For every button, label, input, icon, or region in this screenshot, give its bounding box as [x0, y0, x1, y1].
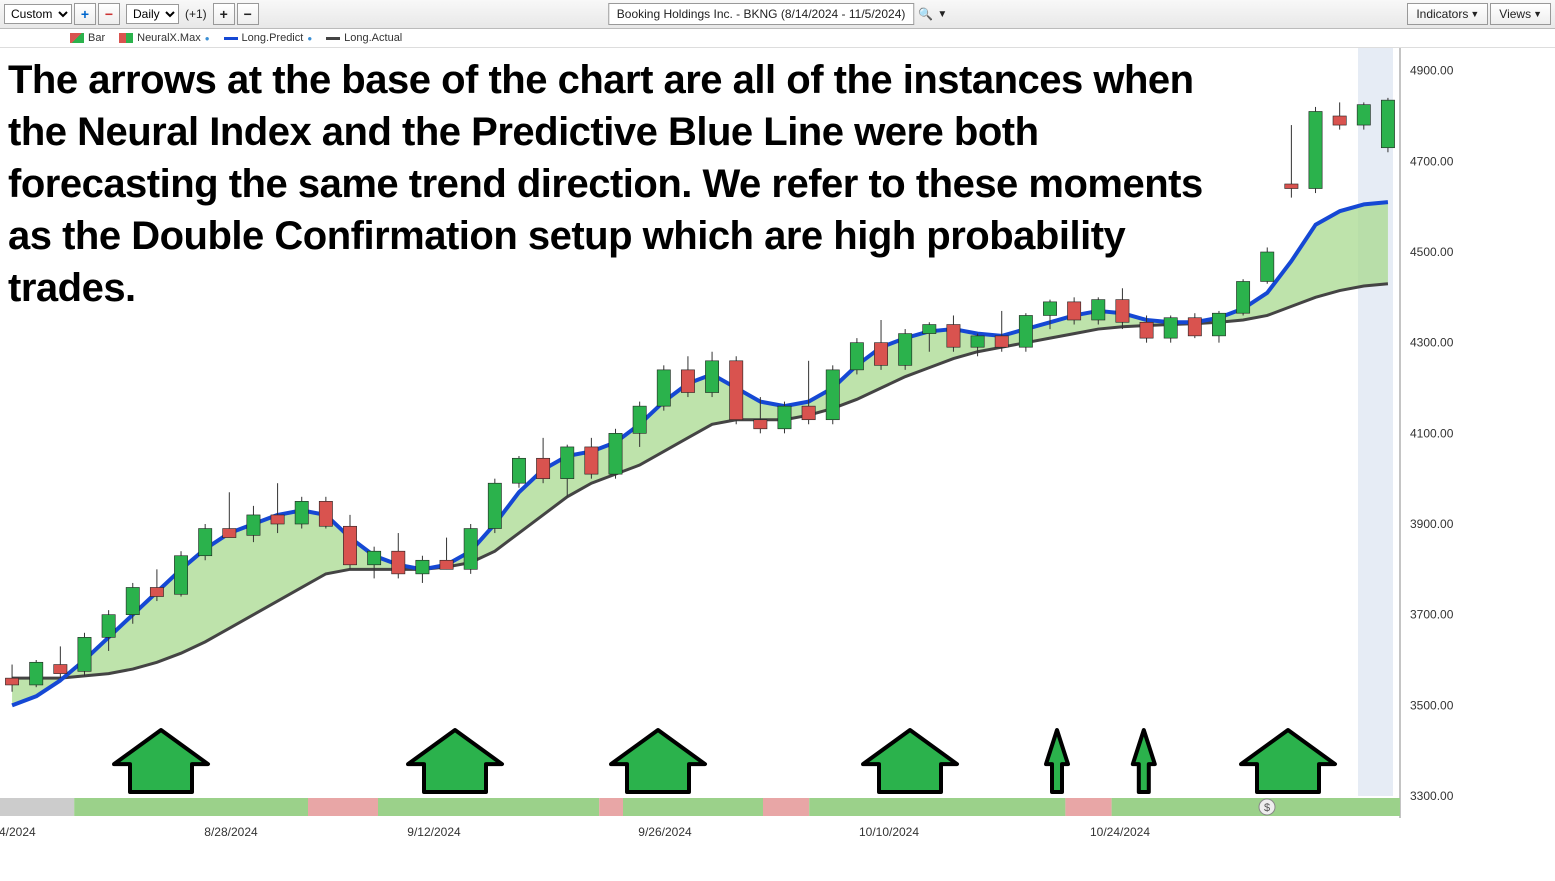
- svg-text:4700.00: 4700.00: [1410, 154, 1454, 168]
- svg-text:9/12/2024: 9/12/2024: [407, 825, 461, 839]
- preset-select[interactable]: Custom: [4, 4, 72, 24]
- chart-title: Booking Holdings Inc. - BKNG (8/14/2024 …: [608, 3, 915, 25]
- interval-select[interactable]: Daily: [126, 4, 179, 24]
- search-icon[interactable]: 🔍: [918, 7, 933, 21]
- preset-add-button[interactable]: +: [74, 3, 96, 25]
- annotation-text: The arrows at the base of the chart are …: [8, 54, 1208, 314]
- views-button[interactable]: Views▼: [1490, 3, 1551, 25]
- legend-actual: Long.Actual: [326, 32, 402, 44]
- dropdown-icon[interactable]: ▼: [937, 9, 947, 20]
- preset-remove-button[interactable]: −: [98, 3, 120, 25]
- svg-text:3500.00: 3500.00: [1410, 698, 1454, 712]
- legend-bar: Bar: [70, 32, 105, 44]
- offset-dec-button[interactable]: −: [237, 3, 259, 25]
- svg-text:14/2024: 14/2024: [0, 825, 36, 839]
- svg-text:4100.00: 4100.00: [1410, 426, 1454, 440]
- svg-text:$: $: [1264, 802, 1270, 814]
- indicators-button[interactable]: Indicators▼: [1407, 3, 1488, 25]
- legend: Bar NeuralX.Max ● Long.Predict ● Long.Ac…: [0, 29, 1555, 48]
- svg-text:3300.00: 3300.00: [1410, 789, 1454, 803]
- svg-text:3700.00: 3700.00: [1410, 608, 1454, 622]
- legend-neural: NeuralX.Max ●: [119, 32, 209, 44]
- svg-text:9/26/2024: 9/26/2024: [638, 825, 692, 839]
- toolbar-left: Custom + − Daily (+1) + −: [4, 3, 259, 25]
- svg-text:8/28/2024: 8/28/2024: [204, 825, 258, 839]
- offset-inc-button[interactable]: +: [213, 3, 235, 25]
- svg-text:4300.00: 4300.00: [1410, 336, 1454, 350]
- toolbar-right: Indicators▼ Views▼: [1407, 3, 1551, 25]
- offset-label: (+1): [185, 7, 207, 21]
- svg-text:3900.00: 3900.00: [1410, 517, 1454, 531]
- svg-text:10/10/2024: 10/10/2024: [859, 825, 919, 839]
- toolbar: Custom + − Daily (+1) + − Booking Holdin…: [0, 0, 1555, 29]
- svg-text:4900.00: 4900.00: [1410, 64, 1454, 78]
- toolbar-center: Booking Holdings Inc. - BKNG (8/14/2024 …: [608, 3, 947, 25]
- svg-text:10/24/2024: 10/24/2024: [1090, 825, 1150, 839]
- chart-area: 3300.00 3500.00 3700.00 3900.00 4100.00 4300.…: [0, 48, 1555, 881]
- legend-predict: Long.Predict ●: [224, 32, 313, 44]
- svg-text:4500.00: 4500.00: [1410, 245, 1454, 259]
